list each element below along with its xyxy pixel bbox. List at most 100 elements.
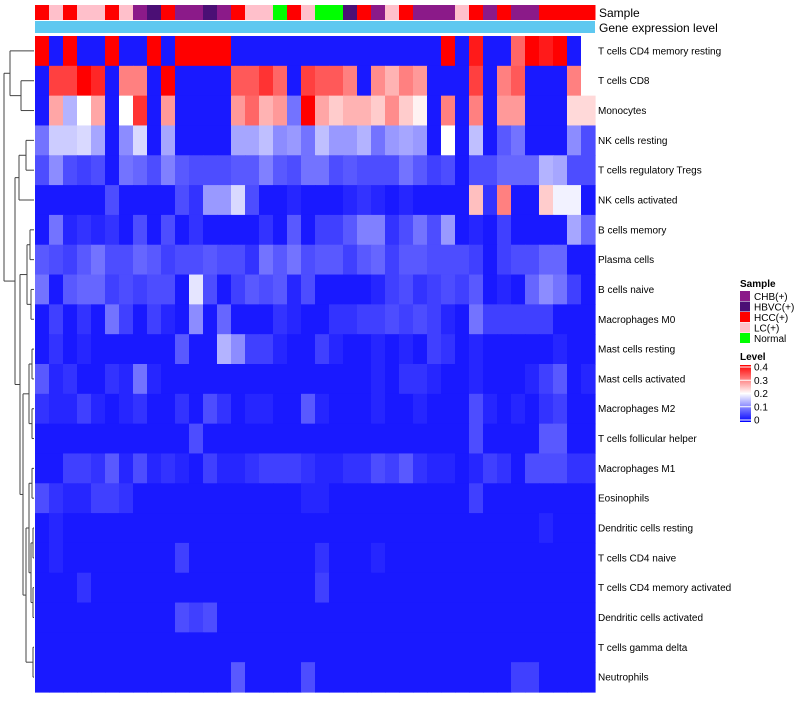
sample-annotation-track xyxy=(35,5,596,20)
heatmap-cell xyxy=(539,364,554,395)
heatmap-cell xyxy=(399,542,414,574)
heatmap-cell xyxy=(259,364,274,395)
heatmap-cell xyxy=(203,125,218,156)
heatmap-cell xyxy=(35,185,50,216)
heatmap-cell xyxy=(245,602,260,633)
heatmap-cell xyxy=(511,542,526,574)
sample-annotation-cell xyxy=(301,5,316,20)
heatmap-cell xyxy=(455,65,470,97)
heatmap-cell xyxy=(413,364,428,395)
heatmap-cell xyxy=(413,662,428,693)
heatmap-cell xyxy=(105,483,120,514)
sample-legend-swatch xyxy=(740,322,750,333)
sample-annotation-cell xyxy=(469,5,484,20)
heatmap-cell xyxy=(245,632,260,663)
heatmap-cell xyxy=(161,95,176,127)
sample-annotation-cell xyxy=(357,5,372,20)
sample-annotation-cell xyxy=(203,5,218,20)
heatmap-cell xyxy=(413,632,428,663)
heatmap-cell xyxy=(441,364,456,395)
heatmap-cell xyxy=(259,453,274,484)
sample-annotation-cell xyxy=(273,5,288,20)
heatmap-cell xyxy=(49,65,64,97)
heatmap-cell xyxy=(413,244,428,276)
heatmap-cell xyxy=(287,364,302,395)
heatmap-cell xyxy=(315,125,330,156)
heatmap-cell xyxy=(385,364,400,395)
heatmap-cell xyxy=(539,423,554,455)
heatmap-cell xyxy=(525,542,540,574)
heatmap-cell xyxy=(175,125,190,156)
heatmap-cell xyxy=(105,125,120,156)
heatmap-cell xyxy=(273,572,288,604)
heatmap-cell xyxy=(539,95,554,127)
sample-legend-label: HBVC(+) xyxy=(754,303,794,314)
sample-annotation-cell xyxy=(525,5,540,20)
heatmap-cell xyxy=(91,36,106,67)
heatmap-cell xyxy=(525,483,540,514)
heatmap-cell xyxy=(455,274,470,305)
sample-annotation-cell xyxy=(511,5,526,20)
heatmap-cell xyxy=(413,542,428,574)
heatmap-cell xyxy=(161,453,176,484)
sample-annotation-cell xyxy=(189,5,204,20)
heatmap-cell xyxy=(553,155,568,186)
heatmap-cell xyxy=(63,364,78,395)
heatmap-cell xyxy=(175,662,190,693)
heatmap-cell xyxy=(189,542,204,574)
heatmap-cell xyxy=(539,244,554,276)
heatmap-cell xyxy=(553,274,568,305)
heatmap-cell xyxy=(147,244,162,276)
heatmap-cell xyxy=(273,602,288,633)
heatmap-cell xyxy=(581,155,596,186)
heatmap-cell xyxy=(455,95,470,127)
heatmap-cell xyxy=(133,572,148,604)
sample-annotation-cell xyxy=(245,5,260,20)
heatmap-cell xyxy=(77,453,92,484)
heatmap-cell xyxy=(567,662,582,693)
heatmap-cell xyxy=(427,513,442,544)
heatmap-cell xyxy=(511,185,526,216)
heatmap-cell xyxy=(259,185,274,216)
heatmap-cell xyxy=(511,632,526,663)
heatmap-cell xyxy=(343,36,358,67)
heatmap-cell xyxy=(63,155,78,186)
heatmap-cell xyxy=(539,632,554,663)
heatmap-cell xyxy=(245,185,260,216)
heatmap-cell xyxy=(119,542,134,574)
heatmap-cell xyxy=(357,185,372,216)
heatmap-cell xyxy=(581,214,596,246)
heatmap-cell xyxy=(525,513,540,544)
heatmap-cell xyxy=(217,65,232,97)
heatmap-cell xyxy=(105,393,120,425)
heatmap-cell xyxy=(315,513,330,544)
sample-annotation-cell xyxy=(455,5,470,20)
heatmap-cell xyxy=(245,364,260,395)
heatmap-cell xyxy=(469,483,484,514)
sample-legend-label: CHB(+) xyxy=(754,292,788,303)
heatmap-cell xyxy=(203,453,218,484)
heatmap-cell xyxy=(497,334,512,365)
heatmap-cell xyxy=(567,95,582,127)
heatmap-cell xyxy=(371,125,386,156)
heatmap-cell xyxy=(245,65,260,97)
heatmap-cell xyxy=(91,542,106,574)
heatmap-cell xyxy=(217,214,232,246)
heatmap-cell xyxy=(175,393,190,425)
heatmap-cell xyxy=(525,662,540,693)
heatmap-cell xyxy=(63,185,78,216)
level-legend-title: Level xyxy=(740,352,766,363)
heatmap-cell xyxy=(455,453,470,484)
heatmap-cell xyxy=(469,125,484,156)
heatmap-cell xyxy=(217,572,232,604)
sample-annotation-cell xyxy=(399,5,414,20)
heatmap-cell xyxy=(273,483,288,514)
heatmap-cell xyxy=(371,393,386,425)
heatmap-cell xyxy=(287,155,302,186)
heatmap-cell xyxy=(133,393,148,425)
heatmap-cell xyxy=(49,483,64,514)
heatmap-cell xyxy=(161,572,176,604)
heatmap-cell xyxy=(315,185,330,216)
heatmap-cell xyxy=(343,214,358,246)
heatmap-cell xyxy=(273,513,288,544)
